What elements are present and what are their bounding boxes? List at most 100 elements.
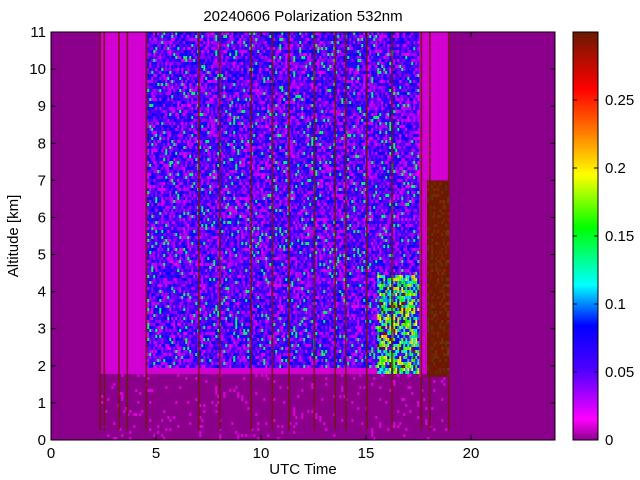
heatmap-cell [165,41,168,44]
heatmap-cell [161,329,164,332]
heatmap-cell [177,347,180,350]
heatmap-cell [113,323,116,326]
heatmap-cell [101,242,104,245]
heatmap-cell [161,59,164,62]
heatmap-cell [123,284,126,287]
heatmap-cell [139,221,142,224]
heatmap-cell [129,320,132,323]
heatmap-cell [131,275,134,278]
heatmap-cell [159,200,162,203]
heatmap-cell [129,107,132,110]
heatmap-cell [109,71,112,74]
heatmap-cell [169,323,172,326]
heatmap-cell [137,128,140,131]
heatmap-cell [137,302,140,305]
heatmap-cell [133,365,136,368]
heatmap-cell [123,146,126,149]
heatmap-cell [131,53,134,56]
heatmap-cell [155,167,158,170]
heatmap-cell [167,41,170,44]
heatmap-cell [127,104,130,107]
heatmap-cell [173,188,176,191]
heatmap-cell [125,164,128,167]
heatmap-cell [115,344,118,347]
heatmap-cell [111,71,114,74]
heatmap-cell [163,62,166,65]
heatmap-cell [171,62,174,65]
heatmap-cell [179,293,182,296]
heatmap-cell [157,344,160,347]
heatmap-cell [121,254,124,257]
heatmap-cell [173,95,176,98]
heatmap-cell [171,155,174,158]
heatmap-cell [153,353,156,356]
heatmap-cell [121,299,124,302]
heatmap-cell [167,293,170,296]
heatmap-cell [161,95,164,98]
heatmap-cell [131,200,134,203]
heatmap-cell [127,95,130,98]
heatmap-cell [101,155,104,158]
heatmap-cell [115,134,118,137]
heatmap-cell [147,155,150,158]
heatmap-cell [141,356,144,359]
heatmap-cell [141,110,144,113]
heatmap-cell [137,74,140,77]
heatmap-cell [137,215,140,218]
heatmap-cell [179,182,182,185]
heatmap-cell [153,326,156,329]
heatmap-cell [169,233,172,236]
heatmap-cell [123,149,126,152]
heatmap-cell [183,230,186,233]
heatmap-cell [157,83,160,86]
heatmap-cell [143,257,146,260]
heatmap-cell [107,266,110,269]
heatmap-cell [113,122,116,125]
heatmap-cell [169,35,172,38]
heatmap-cell [105,131,108,134]
heatmap-cell [125,41,128,44]
heatmap-cell [143,140,146,143]
heatmap-cell [105,62,108,65]
heatmap-cell [181,293,184,296]
heatmap-cell [163,290,166,293]
heatmap-cell [127,311,130,314]
heatmap-cell [101,209,104,212]
heatmap-cell [149,218,152,221]
heatmap-cell [109,125,112,128]
heatmap-cell [181,302,184,305]
heatmap-cell [113,32,116,35]
heatmap-cell [185,128,188,131]
heatmap-cell [175,122,178,125]
heatmap-cell [177,272,180,275]
heatmap-cell [155,128,158,131]
heatmap-cell [153,365,156,368]
heatmap-cell [153,38,156,41]
heatmap-cell [139,68,142,71]
heatmap-cell [177,173,180,176]
heatmap-cell [107,71,110,74]
heatmap-cell [111,86,114,89]
heatmap-cell [143,281,146,284]
heatmap-cell [119,161,122,164]
heatmap-cell [131,329,134,332]
heatmap-cell [129,356,132,359]
heatmap-cell [119,197,122,200]
heatmap-cell [175,344,178,347]
heatmap-cell [177,302,180,305]
heatmap-cell [181,353,184,356]
heatmap-cell [101,341,104,344]
heatmap-cell [173,350,176,353]
heatmap-cell [181,134,184,137]
heatmap-cell [183,146,186,149]
heatmap-cell [173,344,176,347]
heatmap-cell [163,134,166,137]
heatmap-cell [153,170,156,173]
heatmap-cell [161,419,164,422]
heatmap-cell [153,335,156,338]
heatmap-cell [171,365,174,368]
heatmap-cell [169,62,172,65]
heatmap-cell [179,371,182,374]
heatmap-cell [131,65,134,68]
heatmap-cell [179,56,182,59]
